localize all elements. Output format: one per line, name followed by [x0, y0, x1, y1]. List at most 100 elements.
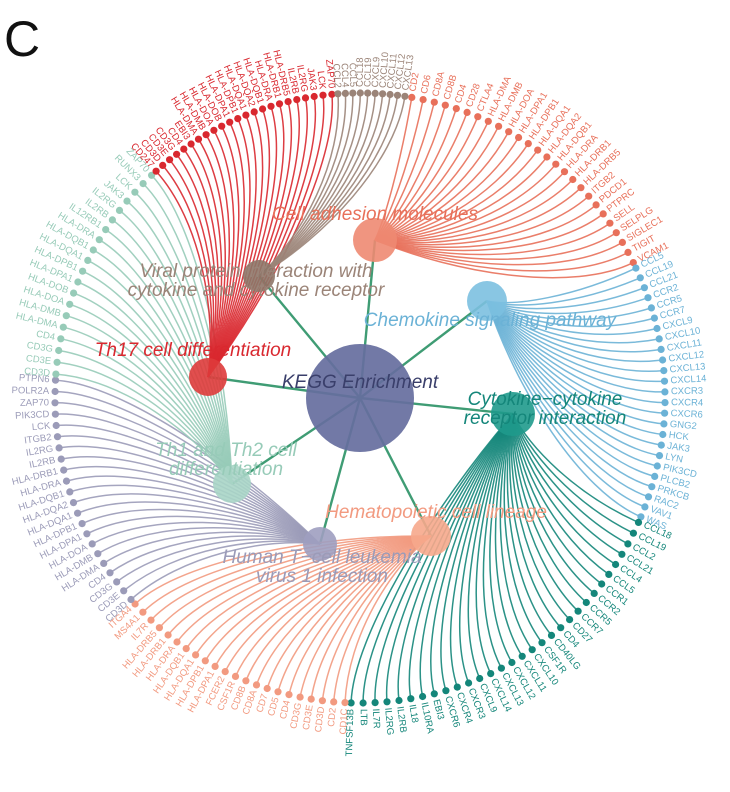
- fan-edge-chemokine: [486, 300, 653, 488]
- gene-label: IL2RG: [294, 64, 310, 93]
- gene-dot: [463, 108, 471, 116]
- gene-dot: [508, 658, 516, 667]
- pathway-node-th17[interactable]: [189, 358, 227, 396]
- gene-dot: [599, 210, 607, 218]
- gene-label: CXCL9: [370, 57, 383, 88]
- gene-label: CXCR4: [671, 397, 703, 409]
- gene-dot: [582, 598, 590, 607]
- fan-edge-th17: [207, 129, 235, 378]
- fan-edge-hema: [134, 535, 432, 605]
- fan-edge-th1th2: [87, 259, 233, 485]
- gene-dot: [334, 90, 342, 98]
- fan-edge-cytokine: [408, 413, 514, 699]
- fan-edge-cytokine: [449, 413, 514, 688]
- gene-label: CD3E: [25, 353, 51, 367]
- fan-edge-htlv: [86, 515, 321, 545]
- gene-dot: [159, 161, 167, 169]
- gene-dot: [648, 483, 656, 491]
- fan-edge-hema: [176, 535, 432, 643]
- fan-edge-th17: [169, 159, 215, 378]
- pathway-node-th1th2[interactable]: [213, 465, 251, 503]
- gene-dot: [395, 696, 403, 705]
- gene-label: IL7R: [370, 708, 382, 729]
- gene-dot: [307, 695, 315, 703]
- gene-dot: [210, 126, 218, 134]
- gene-dot: [250, 108, 258, 116]
- gene-dot: [275, 100, 284, 108]
- fan-edge-viral: [258, 94, 391, 277]
- gene-dot: [640, 284, 649, 292]
- fan-edge-htlv: [91, 521, 321, 545]
- fan-edge-hema: [224, 535, 432, 672]
- gene-label: CD6: [419, 74, 434, 95]
- gene-dot: [66, 300, 74, 308]
- gene-dot: [187, 140, 195, 148]
- gene-dot: [211, 662, 219, 671]
- fan-edge-hema: [204, 535, 432, 662]
- fan-edge-th17: [205, 134, 231, 378]
- fan-edge-th1th2: [58, 349, 233, 485]
- gene-label: IL2RG: [382, 707, 395, 735]
- gene-dot: [263, 684, 271, 693]
- gene-label: GNG2: [669, 419, 697, 432]
- gene-dot: [632, 264, 640, 272]
- gene-label: LCK: [315, 70, 328, 90]
- fan-edge-th17: [207, 94, 334, 378]
- pathway-node-viral[interactable]: [243, 260, 275, 292]
- pathway-node-chemokine[interactable]: [467, 281, 507, 321]
- gene-dot: [419, 96, 427, 104]
- fan-edge-th17: [207, 97, 308, 378]
- fan-edge-htlv: [69, 484, 321, 545]
- gene-dot: [364, 89, 372, 97]
- gene-dot: [476, 674, 484, 683]
- fan-edge-htlv: [58, 445, 321, 545]
- gene-dot: [379, 90, 387, 98]
- gene-dot: [505, 128, 513, 136]
- center-node-kegg-enrichment[interactable]: [306, 344, 414, 452]
- gene-dot: [524, 140, 532, 148]
- gene-label: CD1C: [338, 708, 350, 735]
- fan-edge-htlv: [77, 501, 321, 545]
- gene-dots: [51, 89, 669, 707]
- gene-dot: [592, 201, 600, 209]
- gene-dot: [330, 698, 338, 706]
- pathway-label-cytokine: receptor interaction: [464, 408, 627, 429]
- fan-edge-th1th2: [126, 200, 233, 485]
- fan-edge-cytokine: [499, 413, 533, 651]
- pathway-label-htlv: virus 1 infection: [256, 566, 388, 587]
- pathway-label-th1th2: Th1 and Th2 cell: [155, 440, 297, 461]
- fan-edge-cam: [374, 222, 611, 256]
- fan-edge-hema: [288, 535, 432, 695]
- gene-dot: [624, 248, 632, 256]
- gene-dot: [242, 111, 250, 119]
- gene-label: LCK: [31, 420, 51, 433]
- pathway-node-cam[interactable]: [353, 218, 397, 262]
- gene-dot: [569, 175, 577, 184]
- gene-dot: [618, 238, 627, 246]
- pathway-node-htlv[interactable]: [303, 527, 337, 561]
- gene-dot: [267, 102, 275, 110]
- pathway-label-th1th2: differentiation: [169, 459, 283, 480]
- gene-dot: [51, 410, 60, 418]
- fan-edge-th17: [207, 121, 245, 378]
- fan-edge-th1th2: [105, 228, 233, 485]
- gene-dot: [660, 377, 669, 385]
- gene-dot: [59, 323, 67, 331]
- gene-dot: [274, 688, 282, 696]
- fan-edge-cytokine: [475, 413, 514, 674]
- gene-dot: [106, 569, 114, 577]
- fan-edge-htlv: [66, 475, 321, 545]
- gene-label: CXCL11: [385, 53, 399, 89]
- pathway-node-cytokine[interactable]: [491, 392, 535, 436]
- gene-dot: [123, 197, 131, 205]
- gene-dot: [231, 672, 240, 681]
- fan-edge-th1th2: [69, 303, 233, 485]
- gene-dot: [166, 156, 174, 164]
- gene-dot: [383, 698, 391, 706]
- pathway-label-chemokine: Chemokine signaling pathway: [364, 310, 618, 331]
- pathway-node-hema[interactable]: [411, 516, 451, 556]
- gene-dot: [84, 256, 92, 264]
- gene-dot: [661, 409, 669, 417]
- gene-label: JAK3: [304, 67, 318, 91]
- gene-label: IL2RB: [285, 67, 301, 95]
